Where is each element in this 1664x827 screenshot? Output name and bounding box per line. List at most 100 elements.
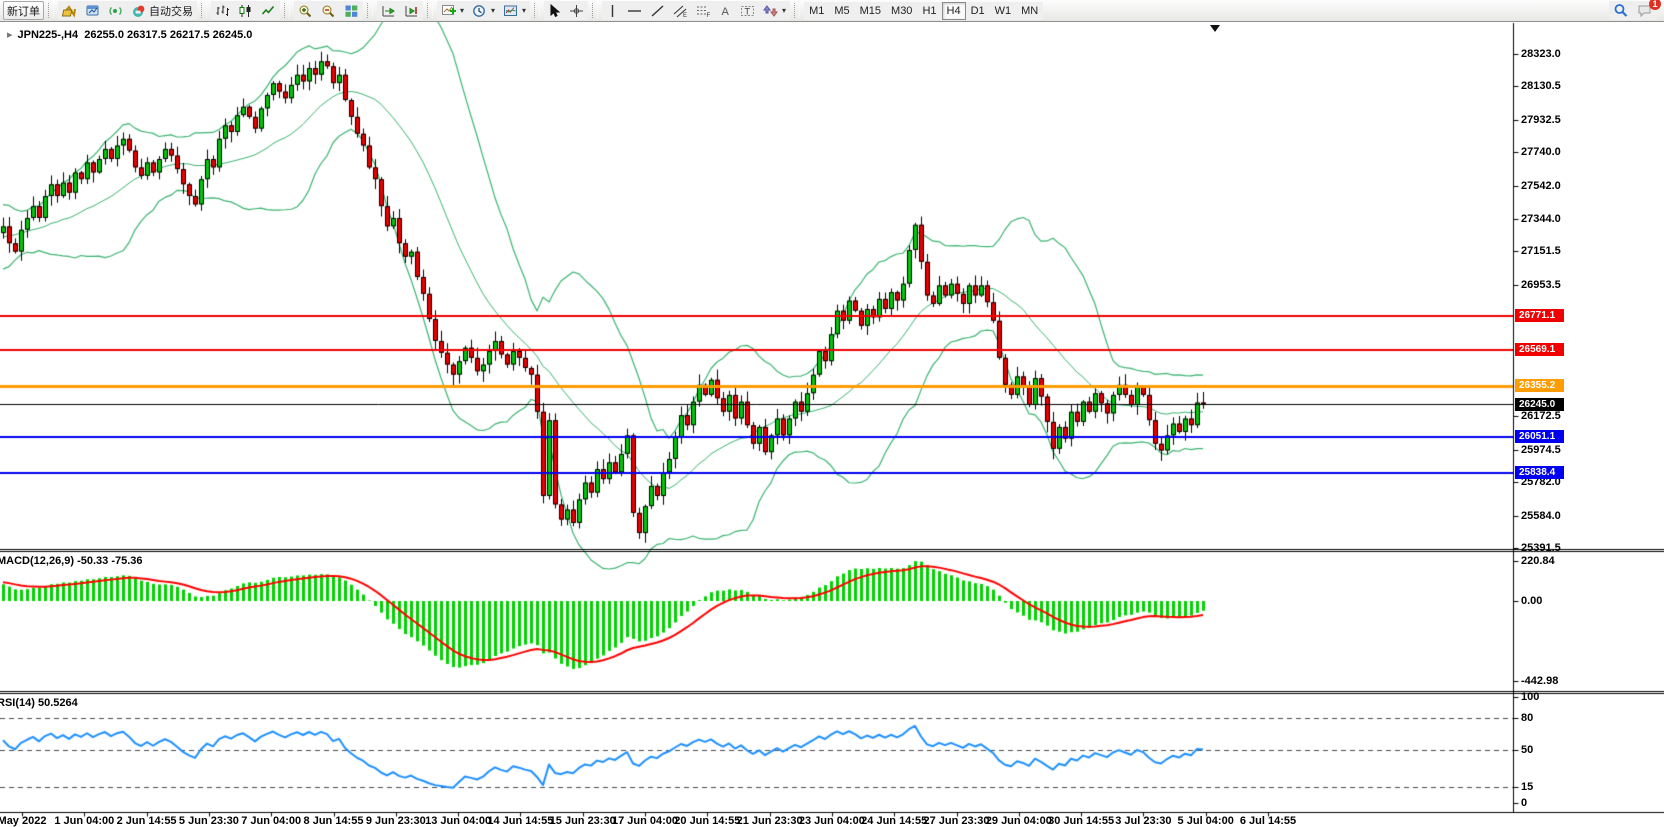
price-tick-label: 27542.0 [1521,179,1561,192]
tf-button-M15[interactable]: M15 [854,1,887,20]
periods-clock-icon [473,4,485,17]
price-tick-label: 26953.5 [1521,278,1561,291]
chart-window-icon [62,4,76,18]
price-tick-label: 25974.5 [1521,443,1561,456]
periods-button[interactable]: ▾ [468,1,500,20]
macd-tick-label: -442.98 [1521,674,1559,687]
market-watch-button[interactable] [81,1,104,20]
bar-chart-button[interactable] [211,1,234,20]
macd-indicator-label: MACD(12,26,9) -50.33 -75.36 [0,555,143,567]
tile-windows-button[interactable] [340,1,363,20]
arrows-tool-button[interactable]: ▾ [759,1,791,20]
new-order-button[interactable]: 新订单 [3,1,44,20]
svg-text:E: E [683,13,687,18]
text-label-icon: T [741,5,755,16]
date-tick-label: 8 Jun 14:55 [303,815,364,827]
fibonacci-icon: F [697,6,711,18]
horizontal-line-tool-button[interactable] [623,1,647,20]
auto-scroll-icon [382,5,395,16]
chat-button[interactable]: 1 [1633,0,1661,20]
toolbar-grip [592,3,599,18]
tf-button-MN[interactable]: MN [1016,1,1044,20]
cursor-tool-button[interactable] [544,1,566,20]
date-tick-label: 14 Jun 14:55 [487,815,554,827]
price-level-tag: 26245.0 [1515,397,1564,411]
date-tick-label: 17 Jun 04:00 [611,815,679,827]
chart-window-button[interactable] [58,1,81,20]
trendline-tool-button[interactable] [646,1,670,20]
zoom-in-button[interactable] [294,1,317,20]
arrows-icon [763,4,779,17]
svg-text:A: A [722,6,730,18]
channel-tool-button[interactable]: E [669,1,693,20]
candlestick-chart-button[interactable] [234,1,257,20]
price-level-tag: 25838.4 [1515,466,1564,480]
zoom-in-icon [299,5,312,17]
rsi-indicator-label: RSI(14) 50.5264 [0,697,78,709]
market-watch-icon [86,5,99,15]
indicators-button[interactable]: ▾ [437,1,469,20]
rsi-tick-label: 50 [1521,744,1534,756]
date-tick-label: 5 Jul 04:00 [1177,815,1234,827]
cursor-icon [550,3,561,17]
date-tick-label: 30 Jun 14:55 [1048,815,1115,827]
autotrading-icon [133,5,145,17]
toolbar-grip [427,3,433,18]
chart-shift-button[interactable] [400,1,423,20]
horizontal-line-icon [628,9,642,12]
search-icon [1614,4,1628,17]
auto-scroll-button[interactable] [377,1,400,20]
text-tool-button[interactable]: A [715,1,737,20]
zoom-out-button[interactable] [317,1,340,20]
indicators-icon [442,4,456,15]
tf-button-M5[interactable]: M5 [829,1,855,20]
search-button[interactable] [1609,1,1633,20]
toolbar-grip [367,3,373,18]
chart-title: ▸ JPN225-,H4 26255.0 26317.5 26217.5 2624… [7,28,252,41]
date-tick-label: 27 Jun 23:30 [923,815,990,827]
date-tick-label: 20 Jun 14:55 [674,815,741,827]
tf-button-H4[interactable]: H4 [941,1,966,20]
tf-button-M1[interactable]: M1 [804,1,830,20]
template-button[interactable]: ▾ [499,1,531,20]
channel-icon: E [673,5,687,18]
price-tick-label: 27344.0 [1521,212,1561,225]
candlestick-chart-icon [239,4,251,17]
signal-button[interactable] [104,1,127,20]
tf-button-M30[interactable]: M30 [886,1,918,20]
toolbar-grip [794,3,801,18]
line-chart-icon [261,5,275,15]
new-order-label: 新订单 [7,5,40,18]
svg-text:T: T [745,6,751,16]
tf-button-H1[interactable]: H1 [917,1,942,20]
date-tick-label: 5 Jun 23:30 [178,815,239,827]
zoom-out-icon [322,5,335,17]
chart-symbol-period: JPN225-,H4 [17,29,79,41]
date-tick-label: 21 Jun 23:30 [736,815,803,827]
fibonacci-tool-button[interactable]: F [692,1,716,20]
autotrading-button[interactable]: 自动交易 [127,1,197,20]
price-level-tag: 26051.1 [1515,430,1564,444]
rsi-tick-label: 15 [1521,781,1534,794]
notification-badge: 1 [1649,0,1661,10]
date-tick-label: 1 Jun 04:00 [54,815,115,827]
price-tick-label: 28130.5 [1521,80,1561,93]
rsi-tick-label: 80 [1521,712,1534,725]
macd-tick-label: 0.00 [1521,595,1543,607]
tf-button-D1[interactable]: D1 [965,1,990,20]
crosshair-tool-button[interactable] [565,1,589,20]
text-label-tool-button[interactable]: T [736,1,760,20]
chart-ohlc-values: 26255.0 26317.5 26217.5 26245.0 [84,29,253,41]
date-tick-label: 29 Jun 04:00 [985,815,1052,827]
chart-shift-marker-icon[interactable] [1210,25,1220,32]
tf-button-W1[interactable]: W1 [989,1,1017,20]
date-tick-label: 15 Jun 23:30 [549,815,616,827]
timeframe-group: M1 M5 M15 M30 H1 H4 D1 W1 MN [804,1,1044,20]
vertical-line-tool-button[interactable] [602,1,624,20]
line-chart-button[interactable] [257,1,280,20]
trendline-icon [651,4,664,17]
price-level-tag: 26355.2 [1515,379,1564,393]
signal-icon [109,6,122,15]
